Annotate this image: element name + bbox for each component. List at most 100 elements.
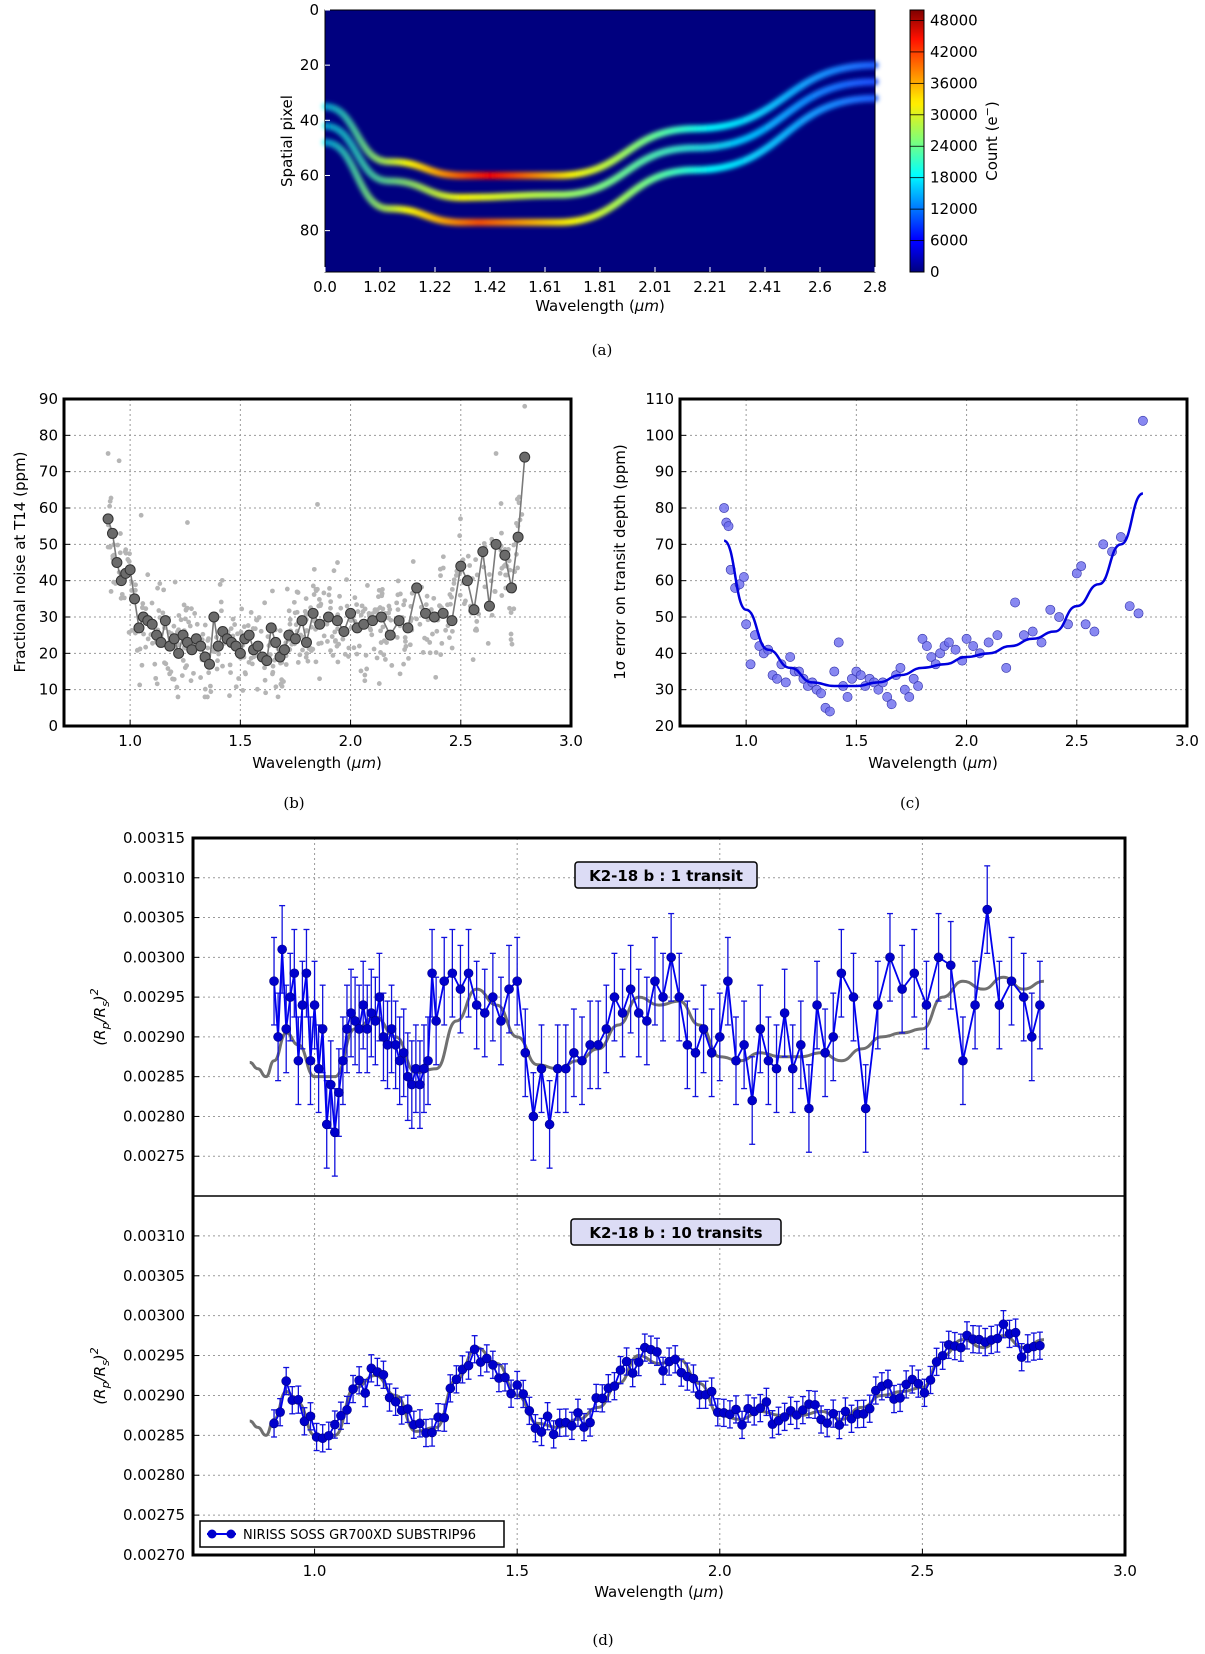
- raw-point: [233, 684, 239, 690]
- data-point: [334, 1087, 344, 1098]
- raw-point: [180, 658, 186, 663]
- y-tick-label: 60: [300, 166, 319, 184]
- raw-point: [145, 572, 151, 578]
- data-point: [488, 992, 498, 1002]
- raw-point: [358, 668, 364, 674]
- data-line-1-transit: [273, 909, 1041, 1133]
- raw-point: [382, 657, 388, 662]
- raw-point: [270, 663, 276, 669]
- data-point: [779, 1412, 790, 1422]
- raw-point: [474, 619, 480, 624]
- y-tick-label: 0.00285: [123, 1068, 185, 1086]
- raw-point: [228, 670, 233, 676]
- data-point: [386, 1024, 397, 1034]
- raw-point: [401, 661, 406, 667]
- raw-point: [332, 629, 338, 635]
- data-point: [325, 1079, 336, 1090]
- raw-point: [241, 624, 247, 630]
- x-tick-label: 2.8: [863, 278, 887, 296]
- raw-point: [108, 589, 114, 594]
- x-tick-label: 1.61: [528, 278, 561, 296]
- raw-point: [294, 589, 300, 595]
- binned-point: [129, 593, 141, 605]
- raw-point: [356, 643, 362, 649]
- data-point: [615, 1365, 626, 1375]
- raw-point: [327, 585, 332, 591]
- data-point: [471, 1000, 482, 1010]
- raw-point: [303, 596, 309, 602]
- data-point: [1071, 568, 1082, 579]
- raw-point: [359, 603, 365, 609]
- raw-point: [508, 610, 514, 615]
- y-tick-label: 0.00300: [123, 948, 185, 966]
- binned-point: [261, 655, 273, 667]
- binned-point: [278, 644, 290, 656]
- raw-point: [303, 654, 309, 660]
- data-point: [824, 706, 835, 717]
- data-point: [913, 1378, 924, 1389]
- panel-c-ylabel: 1σ error on transit depth (ppm): [611, 444, 629, 680]
- data-point: [301, 968, 312, 979]
- raw-point: [219, 608, 224, 614]
- data-point: [899, 684, 910, 695]
- raw-point: [482, 584, 488, 590]
- data-point: [812, 1000, 822, 1010]
- y-tick-label: 0.00290: [123, 1028, 185, 1046]
- raw-point: [105, 451, 111, 456]
- data-point: [1138, 415, 1148, 426]
- binned-point: [124, 564, 136, 576]
- binned-point: [512, 531, 524, 543]
- data-point: [937, 1350, 948, 1361]
- data-point: [609, 1381, 620, 1391]
- raw-point: [362, 606, 368, 612]
- data-point: [822, 1418, 832, 1428]
- raw-point: [262, 665, 267, 671]
- raw-point: [318, 640, 324, 646]
- raw-point: [420, 650, 426, 655]
- raw-point: [328, 648, 333, 654]
- raw-point: [439, 641, 445, 646]
- y-tick-label: 0.00275: [123, 1147, 185, 1165]
- raw-point: [127, 551, 132, 557]
- data-point: [500, 1372, 510, 1383]
- data-point: [481, 1353, 492, 1364]
- raw-point: [498, 501, 504, 506]
- data-point: [544, 1119, 555, 1130]
- y-tick-label: 0.00270: [123, 1546, 185, 1564]
- raw-point: [206, 636, 211, 642]
- binned-point: [212, 640, 224, 652]
- colorbar-tick-label: 24000: [930, 137, 978, 155]
- data-point: [1001, 662, 1012, 673]
- binned-point: [477, 546, 489, 558]
- raw-point: [402, 598, 408, 604]
- data-point: [956, 1342, 966, 1353]
- raw-point: [340, 636, 346, 642]
- data-point: [658, 992, 668, 1002]
- data-point: [706, 1048, 717, 1058]
- raw-point: [316, 596, 322, 602]
- raw-point: [424, 593, 430, 599]
- y-tick-label: 60: [39, 499, 58, 517]
- raw-point: [503, 572, 508, 578]
- raw-point: [325, 639, 330, 644]
- data-point: [828, 1408, 839, 1419]
- y-tick-label: 40: [39, 572, 58, 590]
- raw-point: [365, 583, 370, 588]
- y-tick-label: 90: [39, 390, 58, 408]
- raw-point: [121, 595, 127, 601]
- raw-point: [279, 683, 285, 689]
- data-point: [848, 992, 859, 1002]
- raw-point: [346, 645, 352, 651]
- data-point: [524, 1406, 535, 1416]
- raw-point: [171, 676, 177, 682]
- data-point: [496, 1016, 506, 1026]
- data-point: [950, 644, 961, 655]
- raw-point: [168, 669, 174, 675]
- data-point: [747, 1095, 758, 1106]
- raw-point: [492, 589, 498, 594]
- raw-point: [262, 677, 268, 683]
- raw-point: [470, 657, 476, 663]
- raw-point: [311, 566, 317, 572]
- data-point: [1124, 601, 1135, 611]
- raw-point: [465, 553, 471, 559]
